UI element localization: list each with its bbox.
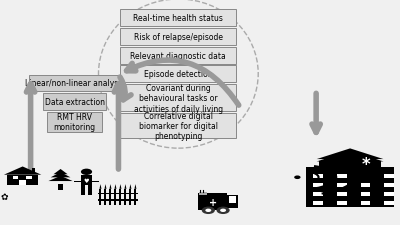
Text: ✿: ✿ <box>1 192 8 201</box>
Bar <box>26 176 32 180</box>
Bar <box>7 175 38 185</box>
Polygon shape <box>317 149 384 159</box>
Polygon shape <box>317 151 384 162</box>
Bar <box>124 189 126 205</box>
Polygon shape <box>110 184 112 189</box>
Text: *: * <box>362 155 370 173</box>
Polygon shape <box>120 184 122 189</box>
Polygon shape <box>130 184 132 189</box>
Bar <box>104 189 106 205</box>
Bar <box>198 194 227 210</box>
Text: Linear/non-linear analysis: Linear/non-linear analysis <box>25 79 124 88</box>
Bar <box>74 181 81 182</box>
Polygon shape <box>4 167 41 175</box>
Polygon shape <box>114 184 116 189</box>
Text: Relevant diagnostic data: Relevant diagnostic data <box>130 52 226 60</box>
Text: Correlative digital
biomarker for digital
phenotyping: Correlative digital biomarker for digita… <box>139 111 218 141</box>
Bar <box>88 185 92 196</box>
Bar <box>384 174 394 178</box>
Circle shape <box>81 169 92 175</box>
Text: Covariant during
behavioural tasks or
activities of daily living: Covariant during behavioural tasks or ac… <box>134 83 223 113</box>
Bar <box>313 174 323 178</box>
Bar <box>100 189 102 205</box>
Text: Risk of relapse/episode: Risk of relapse/episode <box>134 33 223 42</box>
Bar <box>361 192 370 196</box>
Bar <box>98 199 138 201</box>
Bar <box>313 202 323 205</box>
Text: Real-time health status: Real-time health status <box>134 14 223 23</box>
Bar <box>337 192 346 196</box>
Circle shape <box>205 209 211 212</box>
Bar <box>337 174 346 178</box>
Polygon shape <box>48 176 73 181</box>
Bar <box>384 192 394 196</box>
Bar <box>81 185 86 196</box>
Bar <box>313 183 323 187</box>
Bar <box>384 202 394 205</box>
Bar <box>114 189 116 205</box>
Text: Data extraction: Data extraction <box>44 97 104 106</box>
Bar <box>110 189 112 205</box>
Bar <box>337 202 346 205</box>
Bar <box>337 183 346 187</box>
FancyBboxPatch shape <box>120 29 236 46</box>
FancyBboxPatch shape <box>42 94 106 110</box>
FancyBboxPatch shape <box>29 75 120 92</box>
FancyArrowPatch shape <box>120 78 131 100</box>
Text: RMT HRV
monitoring: RMT HRV monitoring <box>54 112 96 132</box>
Polygon shape <box>124 184 126 189</box>
Bar <box>13 176 18 180</box>
Bar <box>92 181 99 182</box>
Bar <box>130 189 132 205</box>
Text: +: + <box>210 197 218 207</box>
FancyBboxPatch shape <box>120 66 236 83</box>
Bar <box>199 192 207 195</box>
Polygon shape <box>134 184 136 189</box>
Circle shape <box>294 176 300 179</box>
FancyBboxPatch shape <box>120 10 236 27</box>
Circle shape <box>220 209 226 212</box>
FancyBboxPatch shape <box>46 112 102 132</box>
Bar <box>120 189 122 205</box>
FancyBboxPatch shape <box>120 85 236 112</box>
Bar <box>227 195 238 208</box>
Bar <box>134 189 136 205</box>
Bar <box>58 184 63 191</box>
Circle shape <box>202 207 215 214</box>
Circle shape <box>216 207 230 214</box>
Bar <box>229 196 236 203</box>
Bar <box>361 183 370 187</box>
Bar <box>306 168 394 207</box>
Polygon shape <box>51 172 70 178</box>
FancyBboxPatch shape <box>120 47 236 64</box>
FancyArrowPatch shape <box>126 61 239 106</box>
Bar <box>384 183 394 187</box>
Bar <box>32 168 35 172</box>
Bar <box>361 202 370 205</box>
Bar <box>19 180 26 185</box>
Text: ♥: ♥ <box>84 178 89 183</box>
Bar <box>81 176 92 185</box>
FancyBboxPatch shape <box>120 114 236 138</box>
Bar <box>313 192 323 196</box>
Text: Episode detection: Episode detection <box>144 70 213 79</box>
Polygon shape <box>104 184 106 189</box>
Bar <box>98 193 138 194</box>
Polygon shape <box>54 169 68 174</box>
Bar <box>319 162 381 168</box>
Polygon shape <box>100 184 102 189</box>
